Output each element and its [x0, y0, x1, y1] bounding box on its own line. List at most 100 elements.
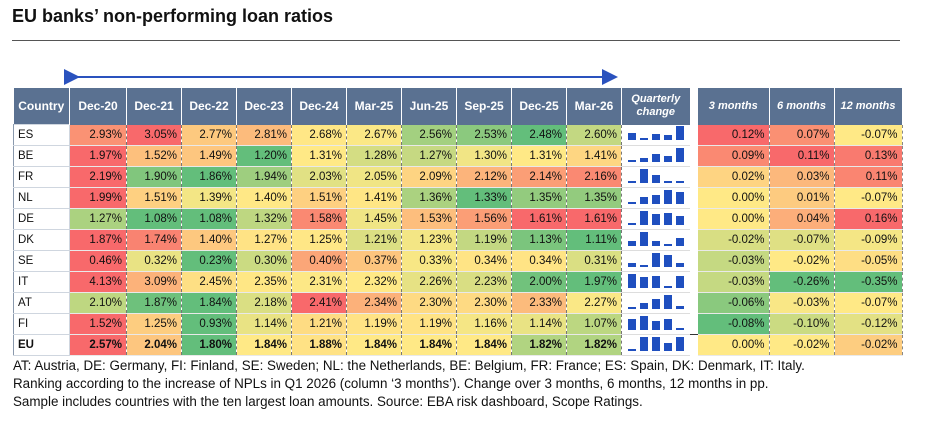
- table-row: NL 1.99% 1.51% 1.39% 1.40% 1.51% 1.41% 1.36% 1.3…: [13, 187, 903, 209]
- npl-value-cell: 1.51%: [291, 187, 347, 209]
- sparkline-bar: [628, 201, 636, 204]
- header-period: Dec-20: [69, 88, 127, 125]
- table-row: IT 4.13% 3.09% 2.45% 2.35% 2.31% 2.32% 2.26% 2.2…: [13, 271, 903, 293]
- npl-value-cell: 2.57%: [69, 334, 127, 356]
- change-cell: 0.04%: [769, 208, 835, 230]
- npl-value-cell: 1.21%: [346, 229, 402, 251]
- sparkline-bar: [676, 262, 684, 267]
- npl-value-cell: 1.14%: [236, 313, 292, 335]
- npl-value-cell: 1.58%: [291, 208, 347, 230]
- country-cell: EU: [13, 334, 70, 356]
- sparkline-bar: [628, 273, 636, 288]
- change-cell: 0.13%: [834, 145, 903, 167]
- sparkline-bar: [628, 180, 636, 183]
- npl-value-cell: 1.32%: [236, 208, 292, 230]
- country-cell: ES: [13, 124, 70, 146]
- country-cell: NL: [13, 187, 70, 209]
- npl-ratio-table: Country Dec-20 Dec-21 Dec-22 Dec-23 Dec-…: [13, 88, 903, 356]
- change-cell: 0.11%: [834, 166, 903, 188]
- sparkline-bar: [652, 252, 660, 267]
- change-cell: 0.00%: [698, 187, 770, 209]
- npl-value-cell: 1.23%: [401, 229, 457, 251]
- chart-title: EU banks’ non-performing loan ratios: [12, 6, 334, 26]
- change-cell: -0.02%: [698, 229, 770, 251]
- quarterly-change-sparkline: [621, 124, 690, 146]
- change-cell: -0.07%: [834, 124, 903, 146]
- npl-value-cell: 1.88%: [291, 334, 347, 356]
- change-cell: -0.06%: [698, 292, 770, 314]
- change-cell: 0.16%: [834, 208, 903, 230]
- sparkline-bar: [628, 222, 636, 225]
- npl-value-cell: 1.97%: [566, 271, 622, 293]
- table-row: BE 1.97% 1.52% 1.49% 1.20% 1.31% 1.28% 1.27% 1.3…: [13, 145, 903, 167]
- npl-value-cell: 1.61%: [566, 208, 622, 230]
- npl-value-cell: 0.32%: [126, 250, 182, 272]
- change-cell: -0.10%: [769, 313, 835, 335]
- npl-value-cell: 1.20%: [236, 145, 292, 167]
- npl-value-cell: 1.86%: [181, 166, 237, 188]
- quarterly-change-sparkline: [621, 313, 690, 335]
- npl-value-cell: 1.25%: [291, 229, 347, 251]
- npl-value-cell: 1.94%: [236, 166, 292, 188]
- npl-value-cell: 1.27%: [401, 145, 457, 167]
- change-cell: -0.03%: [698, 271, 770, 293]
- sparkline-bar: [664, 318, 672, 330]
- npl-value-cell: 2.10%: [69, 292, 127, 314]
- sparkline-bar: [640, 336, 648, 351]
- table-row: ES 2.93% 3.05% 2.77% 2.81% 2.68% 2.67% 2.56% 2.5…: [13, 124, 903, 146]
- sparkline-bar: [640, 264, 648, 267]
- sparkline-bar: [640, 231, 648, 246]
- npl-value-cell: 1.41%: [566, 145, 622, 167]
- npl-value-cell: 1.49%: [181, 145, 237, 167]
- npl-value-cell: 2.41%: [291, 292, 347, 314]
- npl-value-cell: 2.45%: [181, 271, 237, 293]
- sparkline-svg: [628, 252, 684, 267]
- npl-value-cell: 0.46%: [69, 250, 127, 272]
- header-period: Dec-22: [181, 88, 237, 125]
- table-header-row: Country Dec-20 Dec-21 Dec-22 Dec-23 Dec-…: [13, 88, 903, 125]
- column-gap: [690, 313, 698, 335]
- header-change: 3 months: [698, 88, 770, 125]
- quarterly-change-sparkline: [621, 229, 690, 251]
- column-gap: [690, 229, 698, 251]
- npl-value-cell: 1.08%: [181, 208, 237, 230]
- change-cell: -0.09%: [834, 229, 903, 251]
- sparkline-bar: [664, 155, 672, 162]
- npl-value-cell: 1.31%: [291, 145, 347, 167]
- sparkline-bar: [640, 157, 648, 162]
- npl-value-cell: 2.03%: [291, 166, 347, 188]
- npl-value-cell: 1.82%: [511, 334, 567, 356]
- footnote: AT: Austria, DE: Germany, FI: Finland, S…: [13, 357, 918, 411]
- header-period: Jun-25: [401, 88, 457, 125]
- sparkline-bar: [640, 315, 648, 330]
- npl-value-cell: 2.53%: [456, 124, 512, 146]
- change-cell: -0.35%: [834, 271, 903, 293]
- npl-value-cell: 1.40%: [236, 187, 292, 209]
- footnote-line: Sample includes countries with the ten l…: [13, 394, 643, 409]
- npl-value-cell: 1.84%: [181, 292, 237, 314]
- npl-value-cell: 2.34%: [346, 292, 402, 314]
- sparkline-svg: [628, 294, 684, 309]
- npl-value-cell: 1.84%: [346, 334, 402, 356]
- npl-value-cell: 1.27%: [236, 229, 292, 251]
- sparkline-bar: [640, 138, 648, 141]
- column-gap: [690, 292, 698, 314]
- npl-value-cell: 2.27%: [566, 292, 622, 314]
- npl-value-cell: 1.35%: [511, 187, 567, 209]
- country-cell: IT: [13, 271, 70, 293]
- header-period: Dec-21: [126, 88, 182, 125]
- sparkline-bar: [676, 215, 684, 225]
- npl-value-cell: 1.39%: [181, 187, 237, 209]
- column-gap: [690, 145, 698, 167]
- header-period: Dec-25: [511, 88, 567, 125]
- header-period: Mar-26: [566, 88, 622, 125]
- npl-value-cell: 2.00%: [511, 271, 567, 293]
- sparkline-bar: [676, 237, 684, 246]
- npl-value-cell: 1.51%: [126, 187, 182, 209]
- change-cell: 0.00%: [698, 334, 770, 356]
- sparkline-bar: [676, 327, 684, 330]
- npl-value-cell: 1.84%: [401, 334, 457, 356]
- sparkline-bar: [628, 306, 636, 309]
- npl-value-cell: 2.19%: [69, 166, 127, 188]
- change-cell: -0.03%: [769, 292, 835, 314]
